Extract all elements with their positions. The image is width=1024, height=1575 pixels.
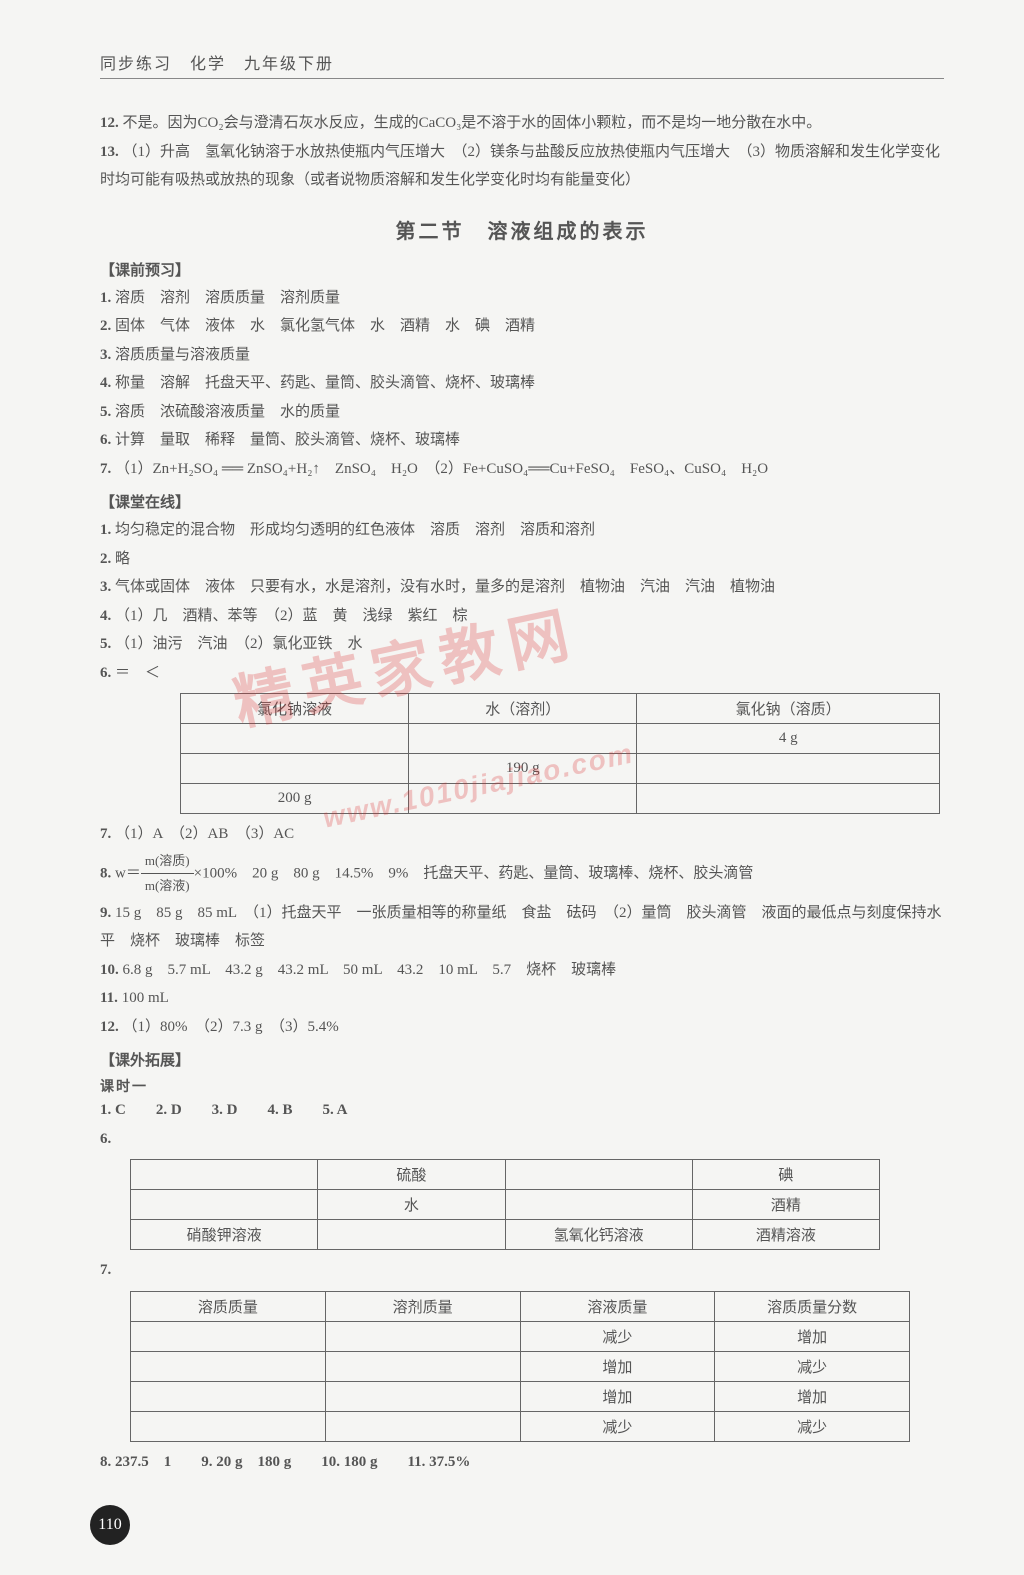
answer-13-text: （1）升高 氢氧化钠溶于水放热使瓶内气压增大 （2）镁条与盐酸反应放热使瓶内气压… bbox=[100, 144, 940, 189]
t1-h2: 水（溶剂） bbox=[409, 694, 637, 724]
t6-r3c2 bbox=[318, 1220, 505, 1250]
t6-r3c3: 氢氧化钙溶液 bbox=[505, 1220, 692, 1250]
cls-11: 11. 100 mL bbox=[100, 984, 944, 1013]
t7-r1c3: 减少 bbox=[520, 1321, 715, 1351]
out-mc: 1. C 2. D 3. D 4. B 5. A bbox=[100, 1096, 944, 1125]
t1-r1c3: 4 g bbox=[637, 724, 940, 754]
cls-6: 6. ＝ ＜ bbox=[100, 659, 944, 688]
cls-9: 9. 15 g 85 g 85 mL （1）托盘天平 一张质量相等的称量纸 食盐… bbox=[100, 899, 944, 956]
t7-h2: 溶剂质量 bbox=[325, 1291, 520, 1321]
t6-r3c1: 硝酸钾溶液 bbox=[131, 1220, 318, 1250]
cls-10: 10. 6.8 g 5.7 mL 43.2 g 43.2 mL 50 mL 43… bbox=[100, 956, 944, 985]
t6-r1c1 bbox=[131, 1160, 318, 1190]
t1-r2c3 bbox=[637, 754, 940, 784]
answer-13: 13. （1）升高 氢氧化钠溶于水放热使瓶内气压增大 （2）镁条与盐酸反应放热使… bbox=[100, 138, 944, 195]
page: 同步练习 化学 九年级下册 12. 不是。因为CO₂会与澄清石灰水反应，生成的C… bbox=[0, 0, 1024, 1575]
answer-12: 12. 不是。因为CO₂会与澄清石灰水反应，生成的CaCO₃是不溶于水的固体小颗… bbox=[100, 109, 944, 138]
t1-r3c3 bbox=[637, 784, 940, 814]
t7-r3c4: 增加 bbox=[715, 1381, 910, 1411]
t1-h1: 氯化钠溶液 bbox=[181, 694, 409, 724]
cls-3: 3. 气体或固体 液体 只要有水，水是溶剂，没有水时，量多的是溶剂 植物油 汽油… bbox=[100, 573, 944, 602]
answer-12-text: 不是。因为CO₂会与澄清石灰水反应，生成的CaCO₃是不溶于水的固体小颗粒，而不… bbox=[123, 115, 822, 131]
table-6: 硫酸 碘 水 酒精 硝酸钾溶液 氢氧化钙溶液 酒精溶液 bbox=[130, 1159, 880, 1250]
t7-h4: 溶质质量分数 bbox=[715, 1291, 910, 1321]
cls-8: 8. w＝m(溶质)m(溶液)×100% 20 g 80 g 14.5% 9% … bbox=[100, 849, 944, 899]
t7-h1: 溶质质量 bbox=[131, 1291, 326, 1321]
out-7: 7. bbox=[100, 1256, 944, 1285]
table-7: 溶质质量 溶剂质量 溶液质量 溶质质量分数 减少 增加 增加 减少 增加 增加 … bbox=[130, 1291, 910, 1442]
t7-r3c3: 增加 bbox=[520, 1381, 715, 1411]
out-8-11: 8. 237.5 1 9. 20 g 180 g 10. 180 g 11. 3… bbox=[100, 1448, 944, 1477]
t1-r2c2: 190 g bbox=[409, 754, 637, 784]
cls-2: 2. 略 bbox=[100, 545, 944, 574]
t1-r1c2 bbox=[409, 724, 637, 754]
t1-r3c1: 200 g bbox=[181, 784, 409, 814]
cls-4: 4. （1）几 酒精、苯等 （2）蓝 黄 浅绿 紫红 棕 bbox=[100, 602, 944, 631]
pre-6: 6. 计算 量取 稀释 量筒、胶头滴管、烧杯、玻璃棒 bbox=[100, 426, 944, 455]
pre-7: 7. （1）Zn+H₂SO₄ ══ ZnSO₄+H₂↑ ZnSO₄ H₂O （2… bbox=[100, 455, 944, 484]
page-number: 110 bbox=[90, 1505, 130, 1545]
t1-r2c1 bbox=[181, 754, 409, 784]
t7-r4c3: 减少 bbox=[520, 1411, 715, 1441]
t6-r2c4: 酒精 bbox=[692, 1190, 879, 1220]
outclass-header: 【课外拓展】 bbox=[100, 1049, 944, 1070]
t6-r1c3 bbox=[505, 1160, 692, 1190]
t7-r2c3: 增加 bbox=[520, 1351, 715, 1381]
t1-r3c2 bbox=[409, 784, 637, 814]
t7-r1c4: 增加 bbox=[715, 1321, 910, 1351]
t7-h3: 溶液质量 bbox=[520, 1291, 715, 1321]
table-nacl: 氯化钠溶液 水（溶剂） 氯化钠（溶质） 4 g 190 g 200 g bbox=[180, 693, 940, 814]
cls-12: 12. （1）80% （2）7.3 g （3）5.4% bbox=[100, 1013, 944, 1042]
t1-h3: 氯化钠（溶质） bbox=[637, 694, 940, 724]
pre-4: 4. 称量 溶解 托盘天平、药匙、量筒、胶头滴管、烧杯、玻璃棒 bbox=[100, 369, 944, 398]
t1-r1c1 bbox=[181, 724, 409, 754]
pre-3: 3. 溶质质量与溶液质量 bbox=[100, 341, 944, 370]
fraction: m(溶质)m(溶液) bbox=[141, 849, 194, 899]
cls-1: 1. 均匀稳定的混合物 形成均匀透明的红色液体 溶质 溶剂 溶质和溶剂 bbox=[100, 516, 944, 545]
preclass-header: 【课前预习】 bbox=[100, 259, 944, 280]
t7-r2c4: 减少 bbox=[715, 1351, 910, 1381]
t6-r1c2: 硫酸 bbox=[318, 1160, 505, 1190]
cls-5: 5. （1）油污 汽油 （2）氯化亚铁 水 bbox=[100, 630, 944, 659]
page-header: 同步练习 化学 九年级下册 bbox=[100, 50, 944, 79]
pre-5: 5. 溶质 浓硫酸溶液质量 水的质量 bbox=[100, 398, 944, 427]
t6-r2c1 bbox=[131, 1190, 318, 1220]
cls-7: 7. （1）A （2）AB （3）AC bbox=[100, 820, 944, 849]
lesson1-header: 课时一 bbox=[100, 1076, 944, 1096]
t6-r2c2: 水 bbox=[318, 1190, 505, 1220]
inclass-header: 【课堂在线】 bbox=[100, 491, 944, 512]
t6-r1c4: 碘 bbox=[692, 1160, 879, 1190]
t6-r3c4: 酒精溶液 bbox=[692, 1220, 879, 1250]
t6-r2c3 bbox=[505, 1190, 692, 1220]
pre-1: 1. 溶质 溶剂 溶质质量 溶剂质量 bbox=[100, 284, 944, 313]
t7-r4c4: 减少 bbox=[715, 1411, 910, 1441]
out-6: 6. bbox=[100, 1125, 944, 1154]
section-title: 第二节 溶液组成的表示 bbox=[100, 215, 944, 244]
pre-2: 2. 固体 气体 液体 水 氯化氢气体 水 酒精 水 碘 酒精 bbox=[100, 312, 944, 341]
